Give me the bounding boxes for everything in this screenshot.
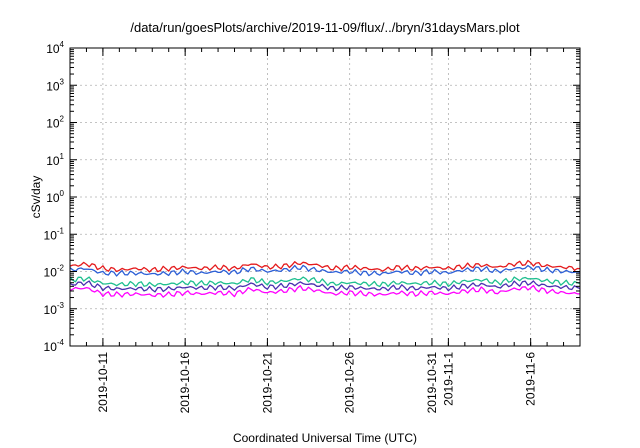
x-tick-label: 2019-10-21	[260, 352, 274, 414]
x-tick-label: 2019-10-31	[425, 352, 439, 414]
y-tick-label: 100	[46, 189, 64, 205]
y-tick-label: 10-4	[44, 338, 65, 354]
x-tick-label: 2019-11-1	[441, 352, 455, 406]
x-axis-label: Coordinated Universal Time (UTC)	[233, 431, 417, 445]
series-line-4	[69, 280, 581, 293]
y-tick-label: 103	[46, 77, 64, 93]
series-line-2	[69, 264, 581, 277]
y-tick-label: 10-3	[44, 301, 65, 317]
x-tick-label: 2019-10-26	[343, 352, 357, 414]
series-line-1	[69, 259, 581, 273]
plot-frame	[69, 47, 581, 347]
y-axis-label: cSv/day	[29, 176, 43, 219]
ticks: 10-4 10-3 10-2 10-1 100 101 102 103 104 2019-10-1…	[44, 40, 581, 414]
y-tick-label: 102	[46, 115, 64, 131]
x-tick-label: 2019-10-11	[96, 352, 110, 413]
y-tick-label: 10-2	[44, 264, 65, 280]
x-tick-label: 2019-11-6	[524, 352, 538, 406]
series-line-5	[69, 284, 581, 298]
y-tick-label: 104	[46, 40, 64, 56]
chart-title: /data/run/goesPlots/archive/2019-11-09/f…	[130, 20, 520, 35]
series-line-3	[69, 276, 581, 288]
series-layer	[69, 259, 581, 298]
grid	[70, 48, 580, 346]
x-tick-label: 2019-10-16	[178, 352, 192, 414]
y-tick-label: 10-1	[44, 226, 65, 242]
y-tick-label: 101	[46, 152, 64, 168]
